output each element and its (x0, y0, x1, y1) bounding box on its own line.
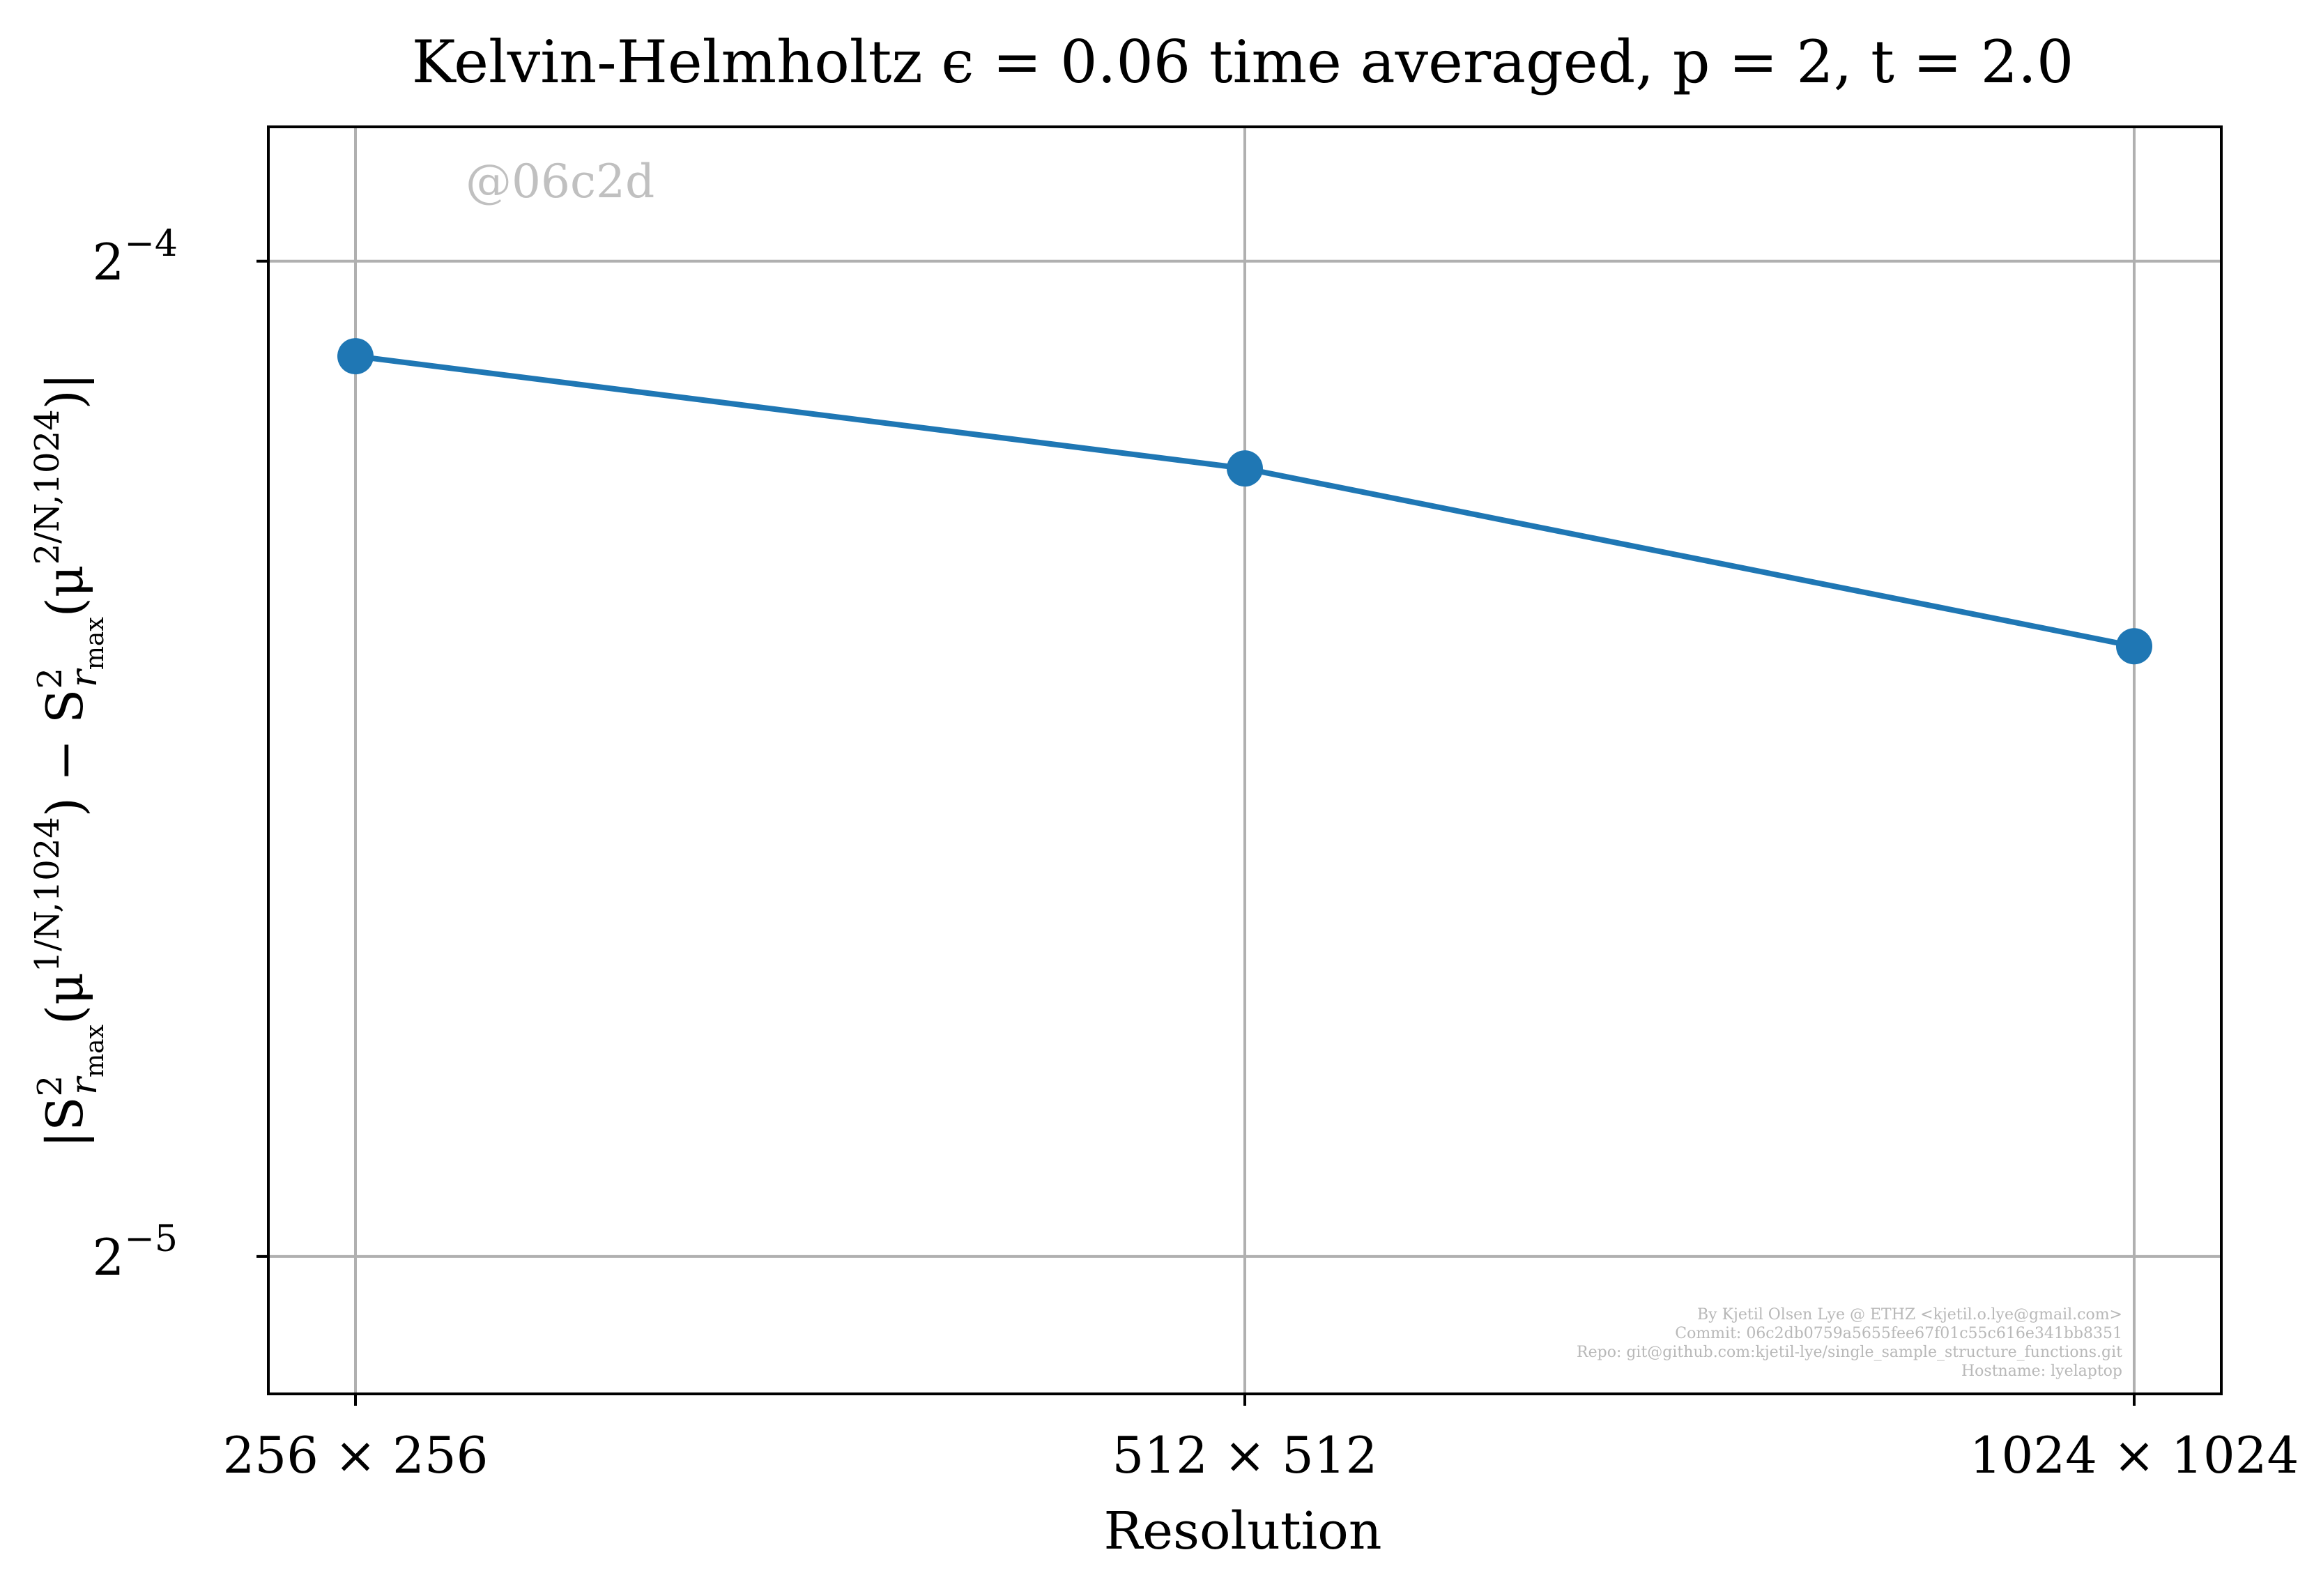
credits-line: Hostname: lyelaptop (1961, 1363, 2122, 1380)
grid-lines (268, 127, 2221, 1394)
x-axis-ticks: 256 × 256 512 × 512 1024 × 1024 (223, 1394, 2299, 1484)
data-point (337, 338, 374, 375)
credits-block: By Kjetil Olsen Lye @ ETHZ <kjetil.o.lye… (1577, 1306, 2122, 1380)
data-series (337, 338, 2152, 665)
x-tick-label: 512 × 512 (1112, 1426, 1378, 1484)
credits-line: By Kjetil Olsen Lye @ ETHZ <kjetil.o.lye… (1697, 1306, 2122, 1323)
x-tick-label: 1024 × 1024 (1970, 1426, 2299, 1484)
y-axis-ticks: 2−4 2−5 (93, 223, 268, 1287)
data-point (2116, 628, 2152, 665)
y-axis-label: |S2rmax(μ1/N,1024) − S2rmax(μ2/N,1024)| (28, 373, 109, 1148)
data-point (1227, 450, 1263, 487)
y-tick-label: 2−4 (93, 223, 178, 291)
x-axis-label: Resolution (1104, 1501, 1382, 1561)
watermark-text: @06c2d (466, 155, 654, 208)
credits-line: Commit: 06c2db0759a5655fee67f01c55c616e3… (1675, 1325, 2122, 1342)
chart-title: Kelvin-Helmholtz ϵ = 0.06 time averaged,… (412, 28, 2074, 96)
y-tick-label: 2−5 (93, 1218, 178, 1287)
credits-line: Repo: git@github.com:kjetil-lye/single_s… (1577, 1344, 2122, 1361)
x-tick-label: 256 × 256 (223, 1426, 489, 1484)
